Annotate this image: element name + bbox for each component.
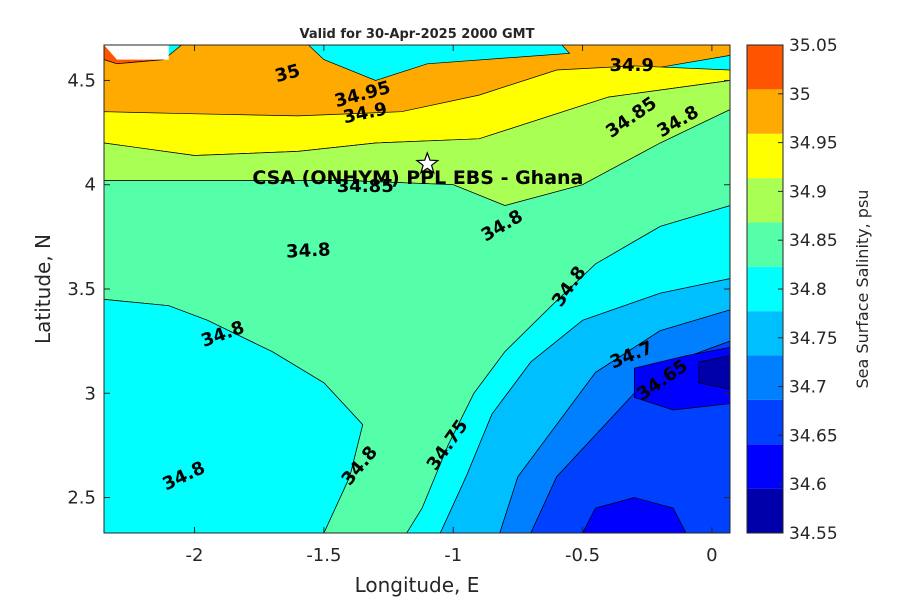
colorbar-tick-label-10: 35.05 (789, 36, 838, 56)
colorbar-segment-6 (747, 222, 783, 267)
contour-band-5 (104, 299, 364, 533)
contour-labels: 3534.9534.934.934.8534.834.8534.834.834.… (159, 55, 702, 495)
y-tick-label-3: 4 (85, 175, 96, 196)
chart-title: Valid for 30-Apr-2025 2000 GMT (300, 27, 535, 42)
contour-band-12 (698, 355, 730, 390)
colorbar-tick-label-3: 34.7 (789, 378, 827, 398)
y-axis: 2.5 3 3.5 4 4.5 (67, 70, 730, 509)
colorbar-tick-label-6: 34.85 (789, 231, 838, 251)
colorbar-segment-2 (747, 399, 783, 445)
contour-label-8: 34.8 (286, 239, 331, 262)
site-label: CSA (ONHYM) PPL EBS - Ghana (252, 167, 583, 189)
y-tick-label-4: 4.5 (67, 70, 96, 91)
contour-label-3: 34.9 (609, 55, 653, 76)
site-marker-group: CSA (ONHYM) PPL EBS - Ghana (252, 151, 583, 189)
y-tick-label-0: 2.5 (67, 488, 96, 509)
colorbar-label: Sea Surface Salinity, psu (853, 190, 872, 389)
y-tick-label-2: 3.5 (67, 279, 96, 300)
contour-bands (104, 45, 730, 533)
contour-band-11 (582, 497, 687, 533)
colorbar-tick-label-7: 34.9 (789, 182, 827, 202)
colorbar-segment-9 (747, 89, 783, 134)
colorbar: 34.55 34.6 34.65 34.7 34.75 34.8 34.85 34.9 34.9… (746, 36, 838, 544)
colorbar-segment-4 (747, 311, 783, 356)
x-tick-label-4: 0 (706, 545, 717, 566)
plot-area: 3534.9534.934.934.8534.834.8534.834.834.… (104, 45, 730, 533)
colorbar-segment-10 (747, 45, 783, 90)
colorbar-tick-label-9: 35 (789, 85, 811, 105)
colorbar-segment-5 (747, 266, 783, 312)
colorbar-tick-label-5: 34.8 (789, 280, 827, 300)
x-axis: -2 -1.5 -1 -0.5 0 (186, 45, 718, 566)
x-tick-label-1: -1.5 (306, 545, 341, 566)
colorbar-tick-label-8: 34.95 (789, 134, 838, 154)
x-tick-label-3: -0.5 (565, 545, 600, 566)
y-tick-label-1: 3 (85, 383, 96, 404)
colorbar-segment-3 (747, 355, 783, 400)
site-star-marker (415, 151, 440, 175)
contour-label-6: 34.85 (337, 176, 394, 197)
y-axis-label: Latitude, N (31, 234, 55, 344)
colorbar-tick-label-0: 34.55 (789, 524, 838, 544)
x-axis-label: Longitude, E (355, 573, 480, 597)
x-tick-label-2: -1 (444, 545, 462, 566)
colorbar-tick-label-1: 34.6 (789, 475, 827, 495)
colorbar-segment-7 (747, 178, 783, 223)
colorbar-segment-0 (747, 488, 783, 533)
no-data-mask (104, 45, 169, 60)
x-tick-label-0: -2 (186, 545, 204, 566)
colorbar-tick-label-4: 34.75 (789, 329, 838, 349)
colorbar-segment-1 (747, 444, 783, 489)
colorbar-tick-label-2: 34.65 (789, 426, 838, 446)
colorbar-segment-8 (747, 133, 783, 179)
